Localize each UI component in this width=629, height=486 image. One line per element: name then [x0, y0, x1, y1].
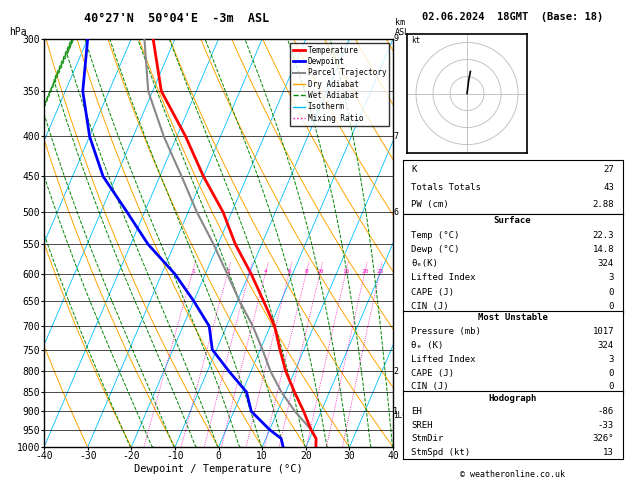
Text: © weatheronline.co.uk: © weatheronline.co.uk [460, 469, 565, 479]
Text: 1: 1 [191, 269, 195, 274]
Text: 0: 0 [608, 302, 614, 311]
Text: 6: 6 [287, 269, 291, 274]
Text: 1: 1 [394, 407, 399, 416]
Text: 4: 4 [394, 322, 408, 330]
Text: 9: 9 [394, 35, 399, 43]
Text: 324: 324 [598, 341, 614, 350]
Text: 7: 7 [394, 132, 399, 141]
Text: km
ASL: km ASL [395, 18, 410, 37]
Text: CAPE (J): CAPE (J) [411, 368, 454, 378]
Text: 10: 10 [317, 269, 324, 274]
Text: -33: -33 [598, 421, 614, 430]
Text: 5: 5 [394, 269, 408, 278]
Text: 2: 2 [394, 367, 399, 376]
Text: 43: 43 [603, 183, 614, 191]
Text: 2.88: 2.88 [593, 200, 614, 209]
Text: Pressure (mb): Pressure (mb) [411, 327, 481, 336]
Text: 25: 25 [376, 269, 384, 274]
Text: 324: 324 [598, 259, 614, 268]
Text: 02.06.2024  18GMT  (Base: 18): 02.06.2024 18GMT (Base: 18) [422, 12, 603, 22]
Text: 40°27'N  50°04'E  -3m  ASL: 40°27'N 50°04'E -3m ASL [84, 12, 269, 25]
Text: Lifted Index: Lifted Index [411, 355, 476, 364]
Text: 22.3: 22.3 [593, 231, 614, 240]
Text: SREH: SREH [411, 421, 433, 430]
Text: 0: 0 [608, 382, 614, 391]
Text: Lifted Index: Lifted Index [411, 274, 476, 282]
Text: 8: 8 [305, 269, 309, 274]
Text: θₑ (K): θₑ (K) [411, 341, 443, 350]
Text: Most Unstable: Most Unstable [477, 313, 548, 322]
Text: 0: 0 [608, 368, 614, 378]
Text: θₑ(K): θₑ(K) [411, 259, 438, 268]
Text: hPa: hPa [9, 27, 27, 37]
Text: kt: kt [411, 35, 420, 45]
Text: 14.8: 14.8 [593, 245, 614, 254]
Text: EH: EH [411, 407, 422, 416]
Text: 27: 27 [603, 165, 614, 174]
Text: K: K [411, 165, 417, 174]
Text: 15: 15 [342, 269, 350, 274]
Text: 6: 6 [394, 208, 399, 217]
Text: 1LCL: 1LCL [394, 411, 412, 419]
Text: 4: 4 [264, 269, 268, 274]
Text: Dewp (°C): Dewp (°C) [411, 245, 460, 254]
Text: CIN (J): CIN (J) [411, 302, 449, 311]
Text: 20: 20 [361, 269, 369, 274]
Text: StmSpd (kt): StmSpd (kt) [411, 448, 470, 457]
Text: Hodograph: Hodograph [489, 394, 537, 402]
Text: 3: 3 [608, 355, 614, 364]
Text: Totals Totals: Totals Totals [411, 183, 481, 191]
Text: 13: 13 [603, 448, 614, 457]
Text: -86: -86 [598, 407, 614, 416]
Text: 1017: 1017 [593, 327, 614, 336]
Text: CAPE (J): CAPE (J) [411, 288, 454, 296]
Legend: Temperature, Dewpoint, Parcel Trajectory, Dry Adiabat, Wet Adiabat, Isotherm, Mi: Temperature, Dewpoint, Parcel Trajectory… [290, 43, 389, 125]
Text: PW (cm): PW (cm) [411, 200, 449, 209]
Text: 2: 2 [226, 269, 230, 274]
Text: 3: 3 [248, 269, 252, 274]
X-axis label: Dewpoint / Temperature (°C): Dewpoint / Temperature (°C) [134, 464, 303, 474]
Text: CIN (J): CIN (J) [411, 382, 449, 391]
Text: Mixing Ratio (g/kg): Mixing Ratio (g/kg) [418, 260, 427, 348]
Text: 3: 3 [608, 274, 614, 282]
Text: 326°: 326° [593, 434, 614, 443]
Text: Temp (°C): Temp (°C) [411, 231, 460, 240]
Text: Surface: Surface [494, 216, 532, 226]
Text: 0: 0 [608, 288, 614, 296]
Text: StmDir: StmDir [411, 434, 443, 443]
